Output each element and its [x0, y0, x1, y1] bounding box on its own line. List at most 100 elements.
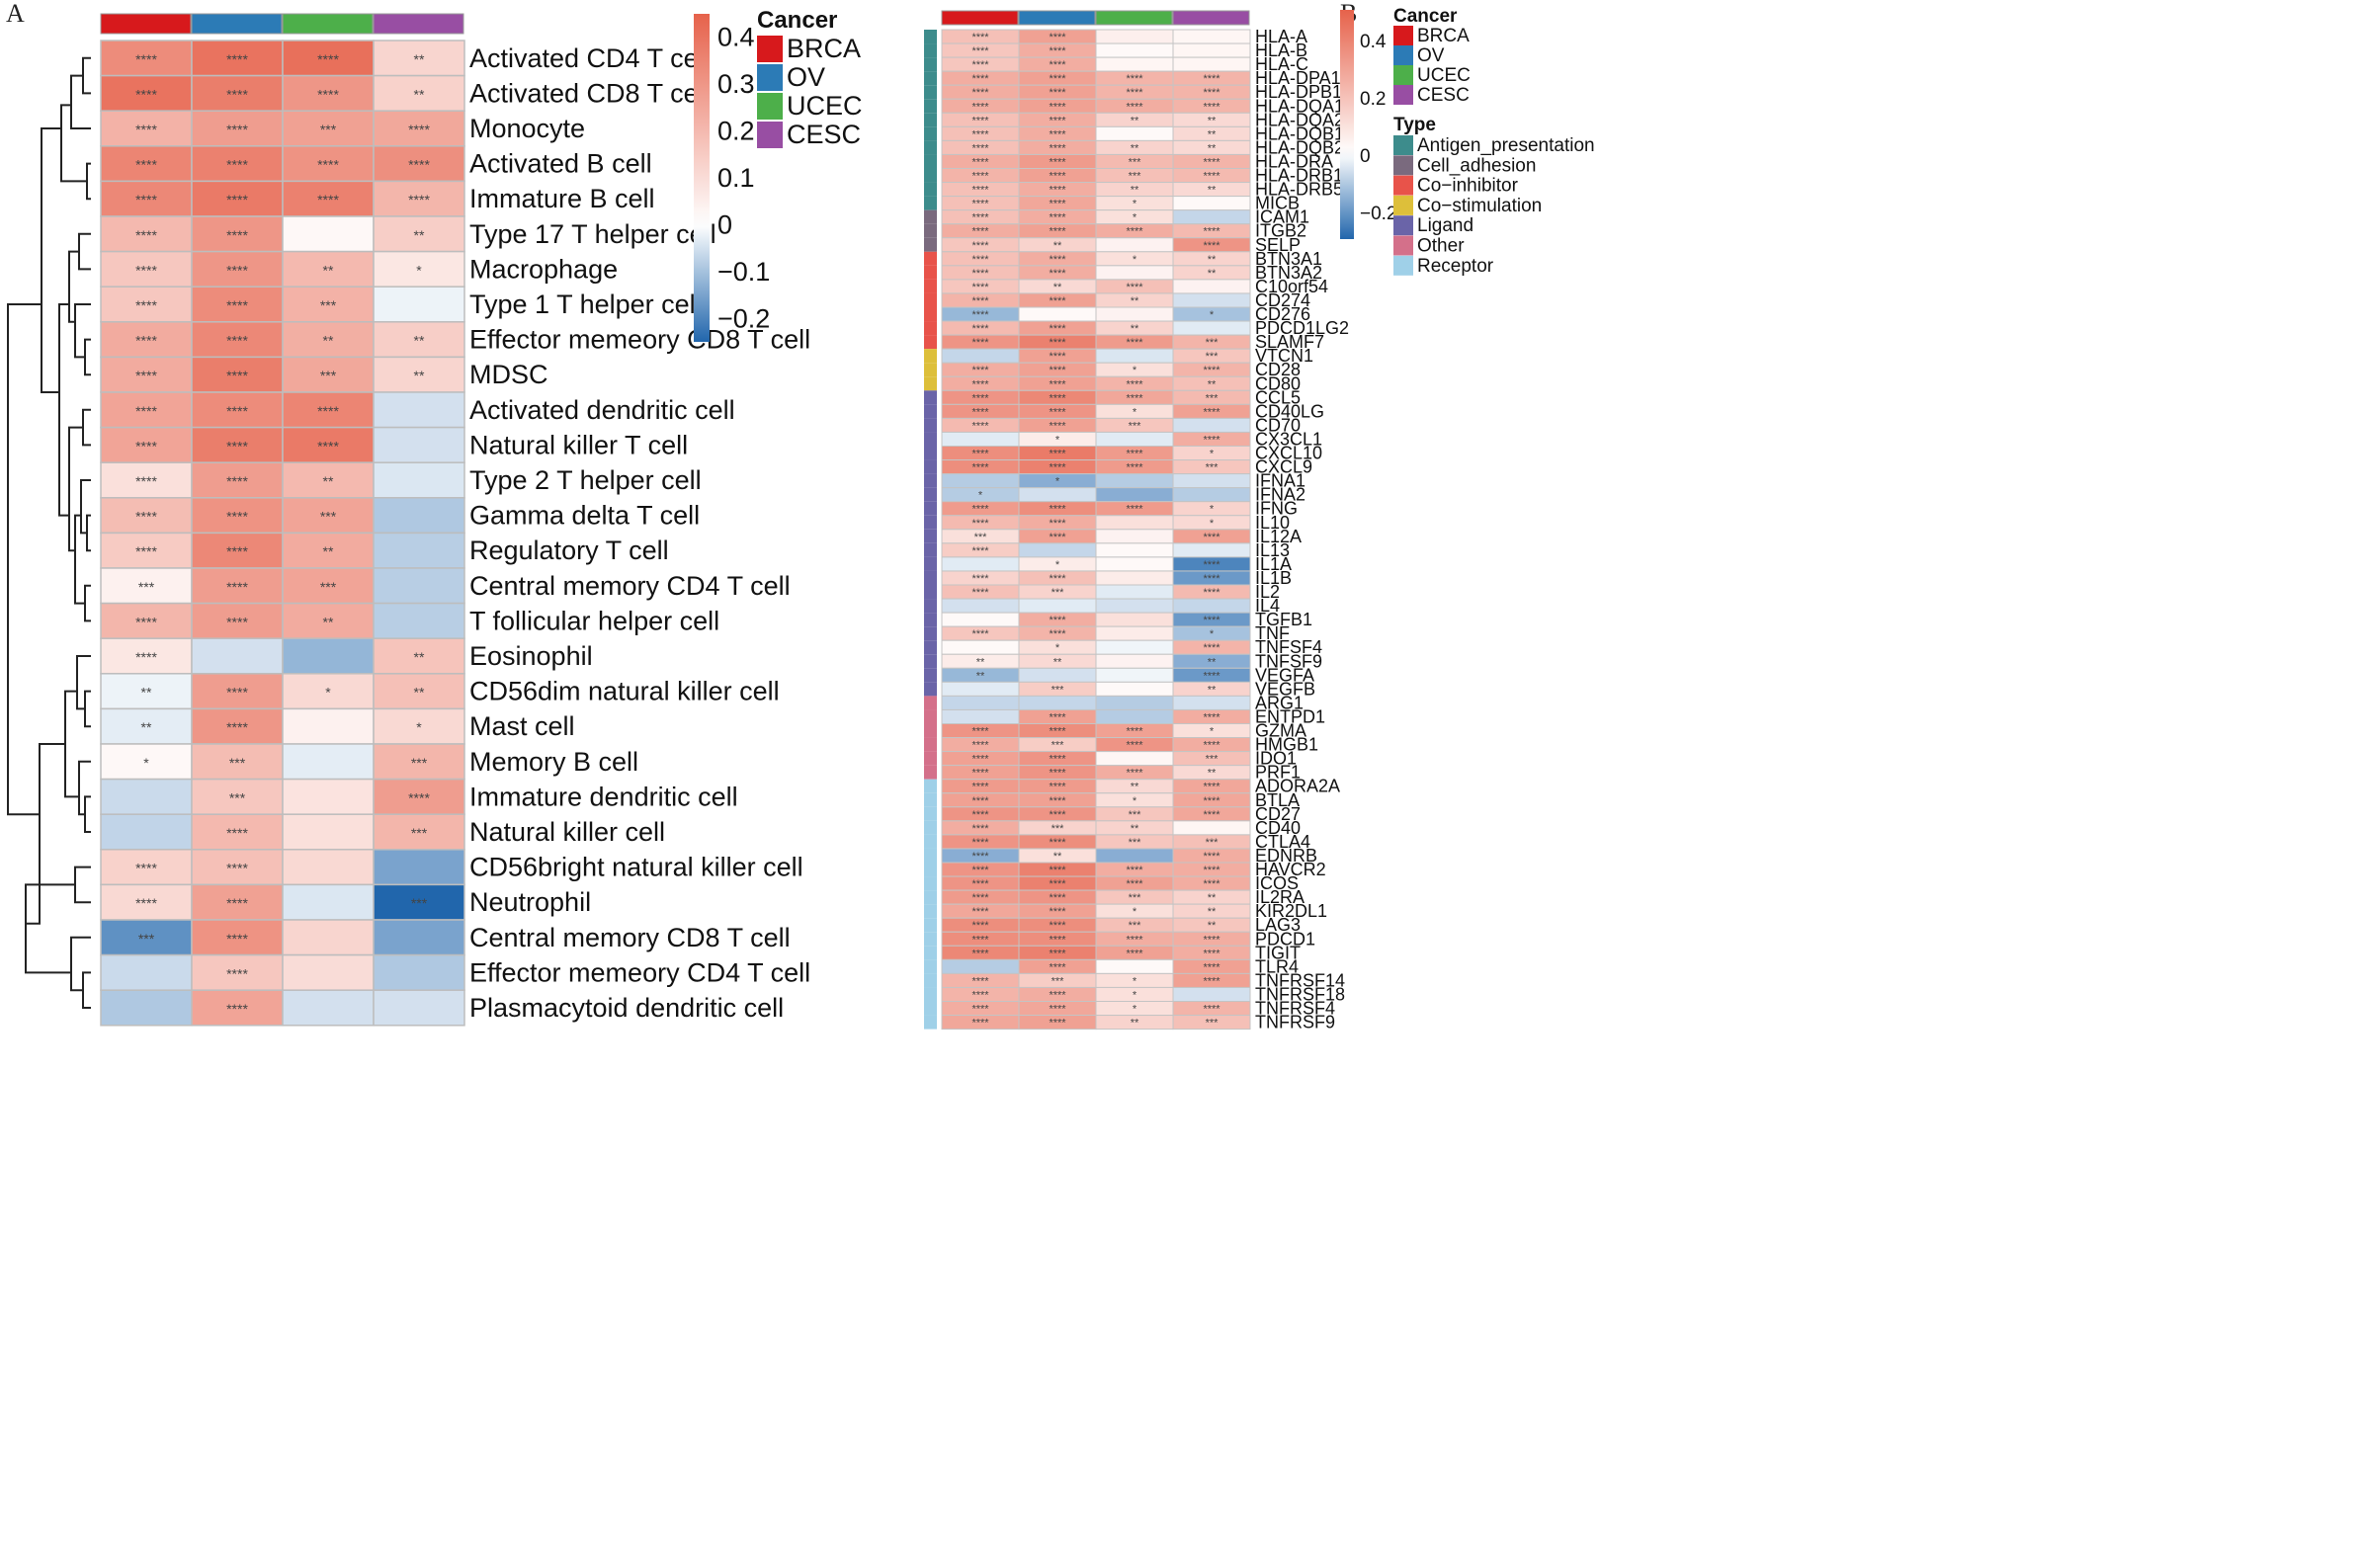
row-label: Type 17 T helper cell: [469, 219, 716, 249]
heatmap-cell: [100, 989, 193, 1027]
significance-stars: ****: [1203, 240, 1221, 252]
heatmap-cell: [1095, 848, 1174, 864]
heatmap-cell: [191, 778, 284, 815]
significance-stars: ****: [1049, 865, 1066, 876]
significance-stars: **: [1208, 656, 1217, 668]
row-label: Activated dendritic cell: [469, 395, 735, 425]
row-label: Monocyte: [469, 114, 585, 143]
type-annotation-cell: [924, 737, 937, 752]
row-label: Central memory CD4 T cell: [469, 571, 791, 601]
heatmap-cell: [100, 250, 193, 288]
significance-stars: ****: [1203, 865, 1221, 876]
significance-stars: **: [976, 670, 985, 682]
type-legend-swatch: [1393, 195, 1413, 215]
heatmap-cell: [1095, 653, 1174, 669]
significance-stars: ****: [1049, 337, 1066, 349]
heatmap-cell: [373, 145, 465, 183]
significance-stars: ****: [971, 1004, 989, 1016]
heatmap-cell: [373, 849, 465, 886]
cancer-legend-swatch-ov: [1393, 45, 1413, 65]
significance-stars: ****: [408, 122, 430, 137]
significance-stars: *: [143, 755, 149, 771]
significance-stars: ****: [1049, 378, 1066, 390]
significance-stars: ****: [971, 851, 989, 863]
type-annotation-cell: [924, 792, 937, 807]
significance-stars: ****: [1049, 142, 1066, 154]
row-label: BTLA: [1255, 790, 1300, 810]
significance-stars: ****: [1049, 628, 1066, 640]
type-legend-title: Type: [1393, 115, 1436, 135]
heatmap-cell: [100, 180, 193, 217]
panel-a-cancer-annotation: [100, 13, 464, 35]
heatmap-cell: [282, 110, 375, 147]
row-label: CD276: [1255, 304, 1310, 324]
significance-stars: **: [1131, 295, 1139, 307]
type-annotation-cell: [924, 806, 937, 821]
significance-stars: ****: [1049, 420, 1066, 432]
legend-label: CESC: [787, 120, 861, 149]
colorbar-tick-label: −0.2: [717, 303, 770, 333]
type-annotation-cell: [924, 307, 937, 322]
significance-stars: ***: [1129, 809, 1142, 821]
type-annotation-cell: [924, 390, 937, 405]
heatmap-cell: [1095, 487, 1174, 503]
heatmap-cell: [1095, 681, 1174, 697]
type-annotation-cell: [924, 251, 937, 266]
significance-stars: ****: [1049, 406, 1066, 418]
significance-stars: **: [1053, 240, 1062, 252]
heatmap-cell: [941, 708, 1020, 725]
significance-stars: **: [414, 86, 425, 102]
colorbar-tick-label: −0.2: [1360, 204, 1397, 224]
dendrogram-branch: [84, 584, 91, 622]
significance-stars: ****: [1203, 573, 1221, 585]
heatmap-cell: [1018, 306, 1097, 322]
type-legend-swatch: [1393, 175, 1413, 196]
significance-stars: ****: [1049, 782, 1066, 793]
panel-a-letter: A: [6, 0, 25, 28]
row-label: Activated CD8 T cell: [469, 78, 711, 108]
heatmap-cell: [100, 778, 193, 815]
heatmap-cell: [1018, 542, 1097, 558]
cancer-legend-swatch-cesc: [1393, 85, 1413, 105]
heatmap-cell: [941, 958, 1020, 974]
legend-label: OV: [787, 62, 825, 92]
significance-stars: ****: [971, 449, 989, 460]
significance-stars: **: [1131, 185, 1139, 197]
type-annotation-cell: [924, 542, 937, 557]
significance-stars: ***: [1206, 462, 1220, 474]
dendrogram-branch: [74, 303, 91, 359]
row-label: HLA-C: [1255, 54, 1308, 74]
type-annotation-cell: [924, 237, 937, 252]
type-annotation-cell: [924, 154, 937, 169]
heatmap-cell: [100, 286, 193, 323]
row-label: MDSC: [469, 360, 548, 389]
heatmap-cell: [1095, 751, 1174, 767]
dendrogram-branch: [84, 795, 91, 833]
significance-stars: ****: [226, 614, 248, 629]
row-label: CD40: [1255, 818, 1301, 838]
significance-stars: ****: [1203, 711, 1221, 723]
row-label: Activated B cell: [469, 149, 652, 179]
type-annotation-cell: [924, 668, 937, 683]
heatmap-cell: [1095, 570, 1174, 586]
row-label: Immature dendritic cell: [469, 782, 738, 811]
heatmap-cell: [282, 286, 375, 323]
significance-stars: ****: [1203, 961, 1221, 973]
type-annotation-cell: [924, 321, 937, 336]
type-annotation-cell: [924, 501, 937, 516]
panel-a-colorbar: 0.4 0.3 0.2 0.1 0 −0.1 −0.2: [694, 14, 770, 342]
heatmap-cell: [191, 356, 284, 393]
row-label: TNFRSF9: [1255, 1013, 1335, 1032]
heatmap-cell: [373, 40, 465, 77]
significance-stars: ****: [1049, 518, 1066, 530]
significance-stars: *: [325, 685, 331, 701]
significance-stars: **: [1208, 185, 1217, 197]
type-annotation-cell: [924, 585, 937, 600]
significance-stars: ****: [226, 262, 248, 278]
dendrogram-branch: [68, 426, 83, 552]
significance-stars: ****: [1126, 462, 1143, 474]
row-label: MICB: [1255, 194, 1300, 213]
heatmap-cell: [373, 778, 465, 815]
heatmap-cell: [941, 431, 1020, 448]
